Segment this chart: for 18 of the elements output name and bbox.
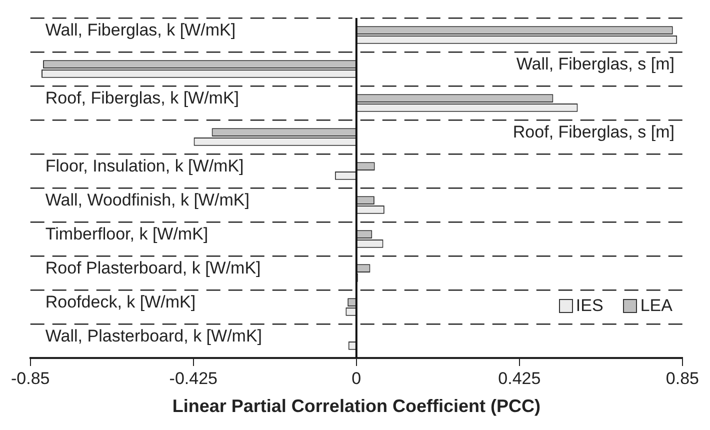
legend-label: LEA bbox=[640, 296, 672, 316]
y-tick-label: Wall, Woodfinish, k [W/mK] bbox=[45, 190, 250, 210]
y-tick-label: Timberfloor, k [W/mK] bbox=[45, 224, 208, 244]
x-tick-label: 0 bbox=[352, 368, 362, 388]
x-tick-label: -0.85 bbox=[11, 368, 50, 388]
y-tick-label: Roof, Fiberglas, s [m] bbox=[512, 122, 674, 142]
x-axis-title: Linear Partial Correlation Coefficient (PCC) bbox=[172, 396, 540, 416]
y-tick-label: Wall, Fiberglas, s [m] bbox=[516, 54, 674, 74]
legend-label: IES bbox=[576, 296, 604, 316]
x-tick-label: 0.425 bbox=[498, 368, 541, 388]
y-tick-label: Roof Plasterboard, k [W/mK] bbox=[45, 258, 261, 278]
x-tick-label: -0.425 bbox=[169, 368, 218, 388]
y-tick-label: Floor, Insulation, k [W/mK] bbox=[45, 156, 244, 176]
y-tick-label: Roofdeck, k [W/mK] bbox=[45, 292, 196, 312]
x-tick-label: 0.85 bbox=[666, 368, 700, 388]
y-tick-label: Wall, Fiberglas, k [W/mK] bbox=[45, 20, 236, 40]
y-tick-label: Roof, Fiberglas, k [W/mK] bbox=[45, 88, 240, 108]
y-tick-label: Wall, Plasterboard, k [W/mK] bbox=[45, 326, 262, 346]
